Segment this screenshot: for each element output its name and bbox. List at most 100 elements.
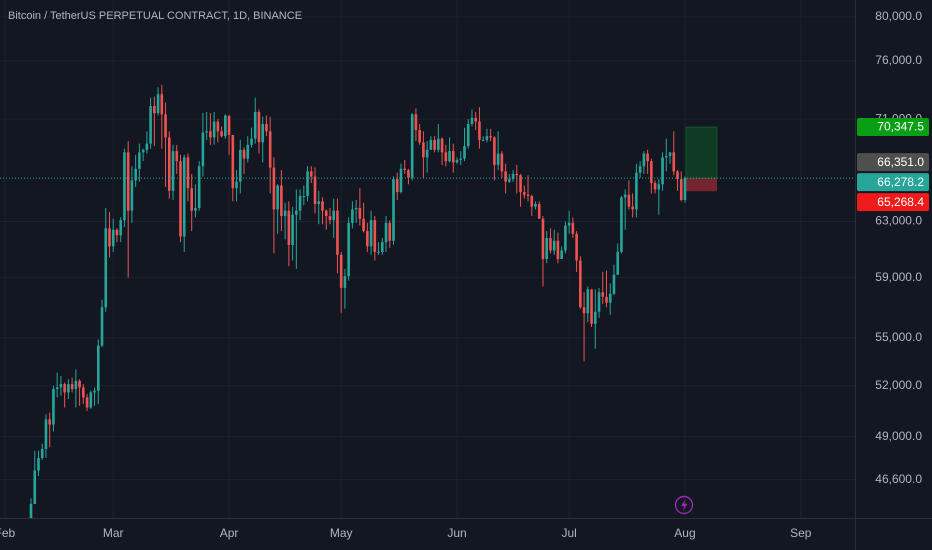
x-tick-label: Aug <box>674 526 695 540</box>
candle-body <box>287 210 291 245</box>
candle-body <box>227 115 231 135</box>
y-tick-label: 80,000.0 <box>875 9 922 23</box>
price-label-box <box>857 118 929 137</box>
candle-body <box>657 184 661 190</box>
candle-body <box>85 397 89 408</box>
candle-body <box>186 157 190 189</box>
candle-body <box>601 292 605 297</box>
candle-body <box>590 289 593 324</box>
candle-body <box>612 274 616 294</box>
candle-body <box>321 201 324 211</box>
candle-body <box>616 251 620 275</box>
candle-body <box>392 179 395 241</box>
candle-body <box>395 179 399 193</box>
candle-body <box>653 182 657 190</box>
candle-body <box>309 171 313 177</box>
candle-body <box>399 168 403 193</box>
candle-body <box>642 153 646 167</box>
candle-body <box>216 121 220 132</box>
candle-body <box>276 185 279 210</box>
candle-body <box>115 229 119 236</box>
candle-body <box>205 131 208 133</box>
candle-body <box>627 194 631 207</box>
candle-body <box>620 197 623 252</box>
candle-body <box>429 139 433 150</box>
candle-body <box>668 152 672 157</box>
candle-body <box>295 210 298 215</box>
candle-body <box>134 168 137 181</box>
candle-body <box>582 307 586 314</box>
candle-body <box>283 210 287 217</box>
candle-body <box>70 384 74 390</box>
price-label: 66,351.0 <box>877 155 924 169</box>
y-tick-label: 76,000.0 <box>875 53 922 67</box>
candle-body <box>384 222 388 243</box>
candle-body <box>493 137 496 165</box>
candle-body <box>231 134 235 189</box>
candle-body <box>160 94 164 115</box>
candle-body <box>444 152 448 162</box>
candle-body <box>253 111 257 139</box>
candle-body <box>369 220 373 247</box>
y-tick-label: 63,000.0 <box>875 214 922 228</box>
candle-body <box>623 194 627 198</box>
candle-body <box>93 390 96 393</box>
y-tick-label: 52,000.0 <box>875 378 922 392</box>
alert-icon[interactable] <box>674 495 694 515</box>
candle-body <box>362 218 365 232</box>
candle-body <box>347 222 350 277</box>
candle-body <box>126 152 130 211</box>
y-tick-label: 55,000.0 <box>875 330 922 344</box>
candle-body <box>197 166 201 209</box>
candle-body <box>437 138 440 150</box>
candle-body <box>167 137 171 191</box>
candle-body <box>481 139 485 141</box>
candle-body <box>485 136 489 140</box>
candle-body <box>664 156 668 158</box>
candle-body <box>242 149 246 159</box>
stop-zone <box>685 178 717 192</box>
candle-body <box>156 94 160 114</box>
candle-body <box>388 222 392 241</box>
price-label-box <box>857 193 929 212</box>
price-label: 66,278.2 <box>877 175 924 189</box>
candle-body <box>324 210 328 217</box>
candle-body <box>141 149 145 153</box>
candle-body <box>37 457 40 471</box>
candle-body <box>265 123 268 132</box>
candle-body <box>175 151 179 162</box>
candle-body <box>96 345 100 391</box>
candle-body <box>89 392 93 408</box>
candle-body <box>586 289 590 314</box>
x-tick-label: Sep <box>790 526 812 540</box>
y-tick-label: 49,000.0 <box>875 429 922 443</box>
x-tick-label: Jul <box>561 526 576 540</box>
chart-title: Bitcoin / TetherUS PERPETUAL CONTRACT, 1… <box>8 10 302 22</box>
candle-body <box>238 149 242 182</box>
candle-body <box>373 220 377 252</box>
candle-body <box>414 114 418 131</box>
candle-body <box>541 218 545 260</box>
candle-body <box>455 159 459 163</box>
candle-body <box>317 201 321 205</box>
candle-body <box>530 196 534 207</box>
candle-body <box>328 216 332 221</box>
x-tick-label: Apr <box>220 526 239 540</box>
candle-body <box>511 173 515 180</box>
candle-body <box>571 222 575 234</box>
candle-body <box>67 384 70 393</box>
candle-body <box>683 178 687 201</box>
candle-body <box>635 172 638 210</box>
candle-body <box>440 138 444 153</box>
candle-body <box>380 242 384 252</box>
candle-body <box>560 250 563 260</box>
candle-body <box>63 384 66 393</box>
candle-body <box>579 260 582 308</box>
x-tick-label: Feb <box>0 526 16 540</box>
candle-body <box>537 204 541 219</box>
candle-body <box>257 111 261 143</box>
candle-body <box>179 161 182 237</box>
plot <box>0 84 855 518</box>
